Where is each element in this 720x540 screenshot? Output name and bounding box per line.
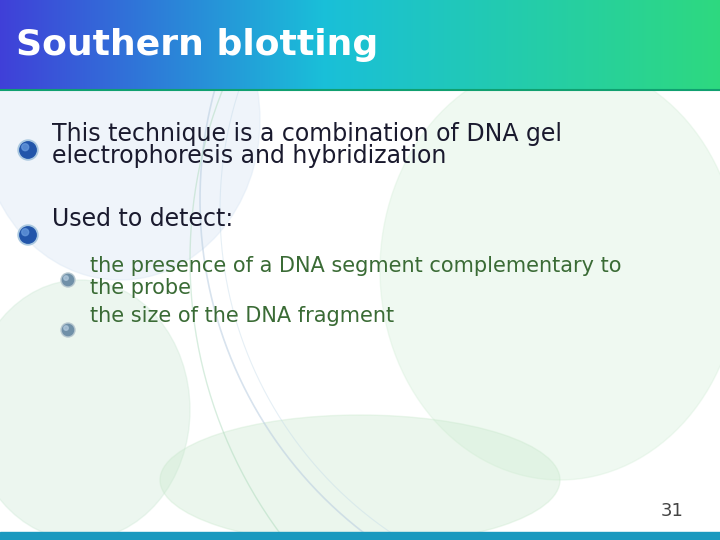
Text: 31: 31 xyxy=(660,502,683,520)
Circle shape xyxy=(63,274,73,286)
Ellipse shape xyxy=(0,280,190,540)
Bar xyxy=(0,532,720,540)
Text: Used to detect:: Used to detect: xyxy=(52,207,233,231)
Circle shape xyxy=(18,225,38,245)
Text: the probe: the probe xyxy=(90,278,191,298)
Circle shape xyxy=(63,325,73,335)
Text: electrophoresis and hybridization: electrophoresis and hybridization xyxy=(52,144,446,168)
Ellipse shape xyxy=(0,0,260,280)
Text: the size of the DNA fragment: the size of the DNA fragment xyxy=(90,306,394,326)
Text: the presence of a DNA segment complementary to: the presence of a DNA segment complement… xyxy=(90,256,621,276)
Circle shape xyxy=(20,142,36,158)
Circle shape xyxy=(61,273,75,287)
Circle shape xyxy=(22,144,29,151)
Circle shape xyxy=(61,323,75,337)
Circle shape xyxy=(18,140,38,160)
Text: This technique is a combination of DNA gel: This technique is a combination of DNA g… xyxy=(52,122,562,146)
Text: Southern blotting: Southern blotting xyxy=(16,28,378,62)
Circle shape xyxy=(64,326,68,330)
Ellipse shape xyxy=(160,415,560,540)
Circle shape xyxy=(20,227,36,243)
Circle shape xyxy=(22,229,29,235)
Ellipse shape xyxy=(380,60,720,480)
Circle shape xyxy=(64,276,68,280)
